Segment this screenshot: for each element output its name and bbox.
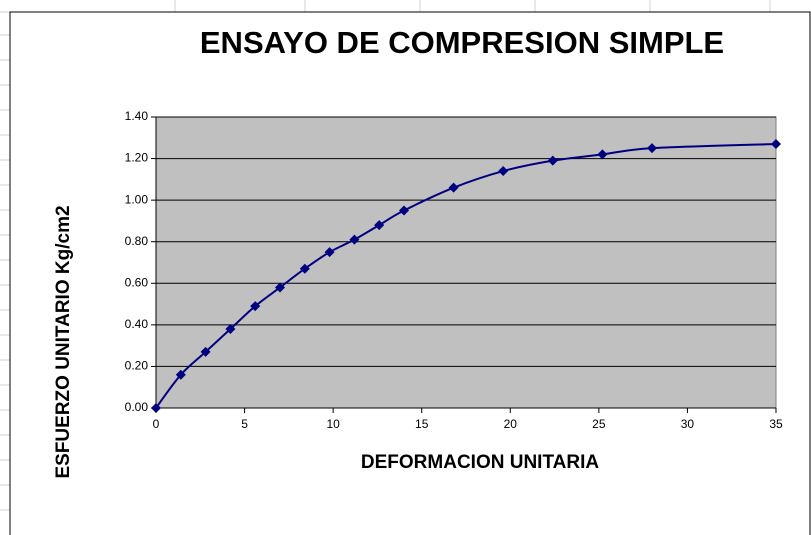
y-tick-label: 0.60 <box>125 275 149 289</box>
data-point <box>547 155 558 166</box>
data-point <box>200 346 211 357</box>
x-tick-label: 20 <box>504 417 518 431</box>
data-point <box>175 369 186 380</box>
plot-area <box>155 116 777 409</box>
y-tick-label: 1.20 <box>125 151 149 165</box>
plot: 0.00 0.20 0.40 0.60 0.80 1.00 1.20 1.40 0 5 10 15 20… <box>125 109 783 431</box>
data-point <box>275 282 285 293</box>
y-axis-title: ESFUERZO UNITARIO Kg/cm2 <box>53 205 74 478</box>
x-tick-label: 15 <box>415 417 429 431</box>
x-tick-label: 10 <box>326 417 340 431</box>
x-tick-label: 0 <box>153 417 160 431</box>
data-point <box>448 182 459 193</box>
data-point <box>225 324 236 335</box>
x-tick-label: 5 <box>241 417 248 431</box>
data-point <box>498 166 509 177</box>
data-point <box>771 139 781 150</box>
data-point <box>399 205 409 216</box>
data-point <box>324 247 335 258</box>
y-tick-label: 1.00 <box>125 192 149 206</box>
y-tick-label: 0.20 <box>125 359 149 373</box>
x-tick-label: 25 <box>592 417 606 431</box>
data-point <box>597 149 608 160</box>
y-tick-label: 1.40 <box>125 109 149 123</box>
y-tick-label: 0.40 <box>125 317 149 331</box>
chart-title: ENSAYO DE COMPRESION SIMPLE <box>200 25 724 60</box>
x-axis-title: DEFORMACION UNITARIA <box>361 452 599 473</box>
data-point <box>374 220 385 231</box>
y-tick-label: 0.00 <box>125 400 149 414</box>
data-point <box>299 263 310 274</box>
x-tick-label: 35 <box>769 417 783 431</box>
y-tick-label: 0.80 <box>125 234 149 248</box>
data-point <box>647 143 657 154</box>
data-point <box>250 301 261 312</box>
data-point <box>349 234 360 245</box>
data-point <box>151 403 161 413</box>
x-tick-label: 30 <box>681 417 695 431</box>
